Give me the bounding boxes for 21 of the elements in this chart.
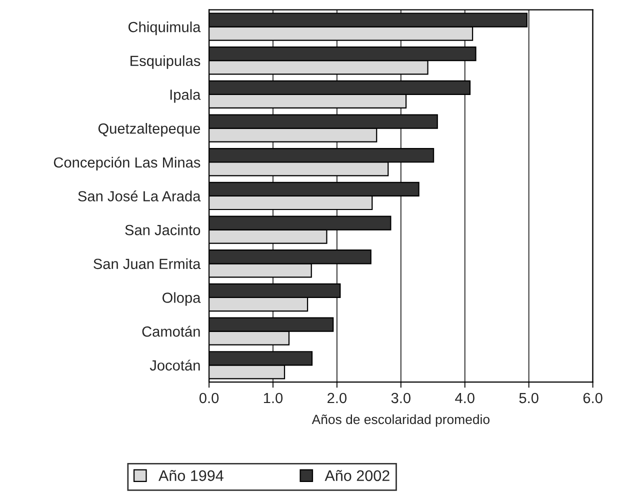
x-axis-title: Años de escolaridad promedio — [312, 414, 490, 427]
x-tick-label: 0.0 — [199, 392, 219, 404]
y-tick-label: San José La Arada — [78, 190, 201, 202]
y-tick-label: Chiquimula — [128, 21, 201, 36]
y-tick-label: Concepción Las Minas — [54, 156, 200, 171]
x-tick-label: 4.0 — [455, 392, 474, 404]
x-tick-label: 2.0 — [328, 392, 347, 404]
legend-label: Año 2002 — [324, 470, 390, 482]
x-tick-label: 6.0 — [583, 392, 602, 404]
y-tick-label: Quetzaltepeque — [98, 123, 200, 137]
y-tick-label: Olopa — [162, 292, 201, 306]
y-tick-label: Camotán — [142, 326, 200, 337]
y-tick-label: Esquipulas — [130, 55, 200, 69]
y-tick-label: San Juan Ermita — [94, 258, 201, 270]
x-tick-label: 1.0 — [264, 392, 283, 404]
y-tick-label: Ipala — [170, 89, 201, 103]
legend-label: Año 1994 — [158, 470, 224, 482]
y-tick-label: Jocotán — [150, 360, 200, 371]
y-tick-label: San Jacinto — [125, 224, 200, 236]
x-tick-label: 5.0 — [519, 392, 538, 404]
x-tick-label: 3.0 — [391, 392, 410, 404]
